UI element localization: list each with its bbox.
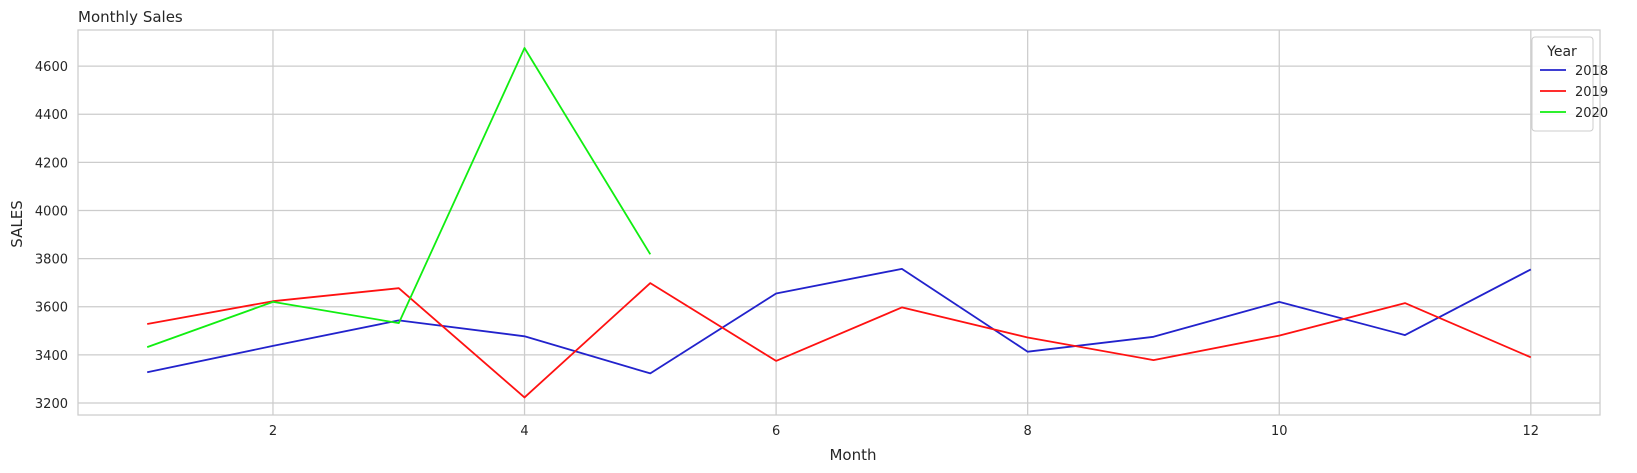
y-axis-ticks: 3200 3400 3600 3800 4000 4200 4400 4600	[35, 60, 68, 412]
y-tick-label: 4200	[35, 156, 68, 171]
x-tick-label: 12	[1523, 424, 1540, 439]
y-tick-label: 4000	[35, 204, 68, 219]
series-line-2020	[146, 47, 652, 348]
chart-title: Monthly Sales	[78, 8, 183, 26]
legend-label-2019: 2019	[1575, 85, 1608, 100]
x-tick-label: 10	[1271, 424, 1288, 439]
x-axis-ticks: 2 4 6 8 10 12	[269, 424, 1539, 439]
x-tick-label: 8	[1024, 424, 1032, 439]
legend-box	[1531, 36, 1594, 132]
y-tick-label: 4600	[35, 60, 68, 75]
y-tick-label: 3400	[35, 349, 68, 364]
series-lines	[146, 47, 1532, 399]
series-line-2019	[147, 282, 1532, 399]
y-axis-label: SALES	[8, 200, 26, 247]
grid	[78, 30, 1600, 415]
y-tick-label: 3200	[35, 397, 68, 412]
x-axis-label: Month	[829, 446, 876, 464]
x-tick-label: 2	[269, 424, 277, 439]
y-tick-label: 4400	[35, 108, 68, 123]
y-tick-label: 3600	[35, 301, 68, 316]
legend-label-2018: 2018	[1575, 64, 1608, 79]
x-tick-label: 6	[772, 424, 780, 439]
y-tick-label: 3800	[35, 253, 68, 268]
x-tick-label: 4	[520, 424, 528, 439]
legend-items: 2018 2019 2020	[1540, 64, 1608, 121]
legend-title: Year	[1546, 44, 1577, 60]
legend-label-2020: 2020	[1575, 106, 1608, 121]
plot-area-frame	[77, 29, 1601, 416]
legend: Year 2018 2019 2020	[1531, 36, 1608, 132]
series-line-2018	[147, 267, 1532, 375]
